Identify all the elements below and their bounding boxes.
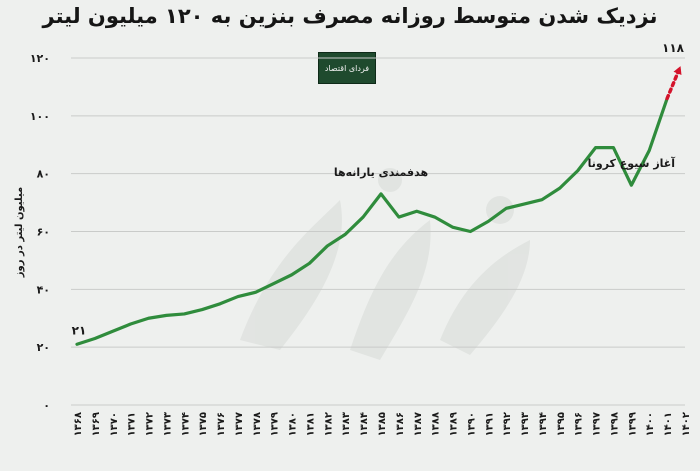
x-tick-label: ۱۳۷۵	[198, 412, 209, 436]
x-tick-label: ۱۳۸۴	[359, 412, 370, 436]
x-tick-label: ۱۳۷۸	[252, 412, 263, 436]
x-tick-label: ۱۳۸۷	[413, 412, 424, 436]
x-tick-label: ۱۳۸۲	[323, 412, 334, 436]
x-tick-label: ۱۳۸۳	[341, 412, 352, 436]
x-tick-label: ۱۴۰۲	[681, 412, 692, 436]
projection-arrowhead	[673, 66, 682, 76]
x-tick-label: ۱۳۶۹	[91, 412, 102, 436]
x-tick-label: ۱۳۹۵	[556, 412, 567, 436]
data-label: ۲۱	[72, 323, 87, 337]
series-line	[75, 96, 669, 346]
x-tick-label: ۱۳۷۲	[145, 412, 156, 436]
x-tick-label: ۱۳۷۴	[180, 412, 191, 436]
x-tick-label: ۱۳۸۵	[377, 412, 388, 436]
y-tick-label: ۱۰۰	[30, 110, 50, 123]
x-tick-label: ۱۳۷۳	[162, 412, 173, 436]
y-tick-label: ۰	[43, 399, 50, 412]
x-tick-label: ۱۳۸۰	[288, 412, 299, 436]
x-tick-label: ۱۳۸۱	[305, 412, 316, 436]
x-tick-labels: ۱۳۶۸ ۱۳۶۹ ۱۳۷۰ ۱۳۷۱ ۱۳۷۲ ۱۳۷۳ ۱۳۷۴ ۱۳۷۵ ۱۳۷۶ ۱۳۷۷…	[73, 412, 692, 436]
x-tick-label: ۱۳۸۹	[449, 412, 460, 436]
x-tick-label: ۱۳۷۹	[270, 412, 281, 436]
x-tick-label: ۱۳۹۸	[609, 412, 620, 436]
x-tick-label: ۱۳۷۶	[216, 412, 227, 436]
y-axis-label-text: میلیون لیتر در روز	[14, 187, 25, 278]
x-tick-label: ۱۳۶۸	[73, 412, 84, 436]
y-tick-label: ۲۰	[37, 341, 50, 354]
event-annotation: آغاز شیوع کرونا	[588, 156, 676, 170]
x-tick-label: ۱۳۷۰	[109, 412, 120, 436]
logo-text: فردای اقتصاد	[324, 63, 370, 73]
x-tick-label: ۱۳۸۶	[395, 412, 406, 436]
projection-line	[665, 68, 681, 101]
chart-title: نزدیک شدن متوسط روزانه مصرف بنزین به ۱۲۰…	[42, 4, 658, 28]
y-tick-label: ۸۰	[37, 168, 50, 181]
y-tick-label: ۴۰	[37, 283, 50, 296]
x-tick-label: ۱۳۹۶	[574, 412, 585, 436]
annotations: ۱۱۸ ۲۱ هدفمندی یارانه‌ها آغاز شیوع کرونا	[72, 41, 685, 337]
x-tick-label: ۱۳۹۱	[484, 412, 495, 436]
x-tick-label: ۱۳۹۷	[592, 412, 603, 436]
x-tick-label: ۱۳۷۷	[234, 412, 245, 436]
data-series	[75, 66, 682, 346]
x-tick-label: ۱۳۹۴	[538, 412, 549, 436]
y-tick-label: ۶۰	[37, 226, 50, 239]
y-tick-labels: ۰ ۲۰ ۴۰ ۶۰ ۸۰ ۱۰۰ ۱۲۰	[30, 52, 50, 412]
brand-logo: فردای اقتصاد	[318, 52, 376, 84]
y-axis-label: میلیون لیتر در روز	[14, 187, 25, 278]
x-tick-label: ۱۴۰۱	[663, 412, 674, 436]
gridlines	[71, 57, 685, 406]
x-tick-label: ۱۳۹۹	[627, 412, 638, 436]
x-tick-label: ۱۳۸۸	[431, 412, 442, 436]
projection-label: ۱۱۸	[662, 41, 685, 55]
y-tick-label: ۱۲۰	[30, 52, 50, 65]
x-tick-label: ۱۳۹۰	[466, 412, 477, 436]
x-tick-label: ۱۳۷۱	[127, 412, 138, 436]
event-annotation: هدفمندی یارانه‌ها	[334, 166, 428, 179]
x-tick-label: ۱۳۹۳	[520, 412, 531, 436]
x-tick-label: ۱۳۹۲	[502, 412, 513, 436]
x-tick-label: ۱۴۰۰	[645, 412, 656, 436]
